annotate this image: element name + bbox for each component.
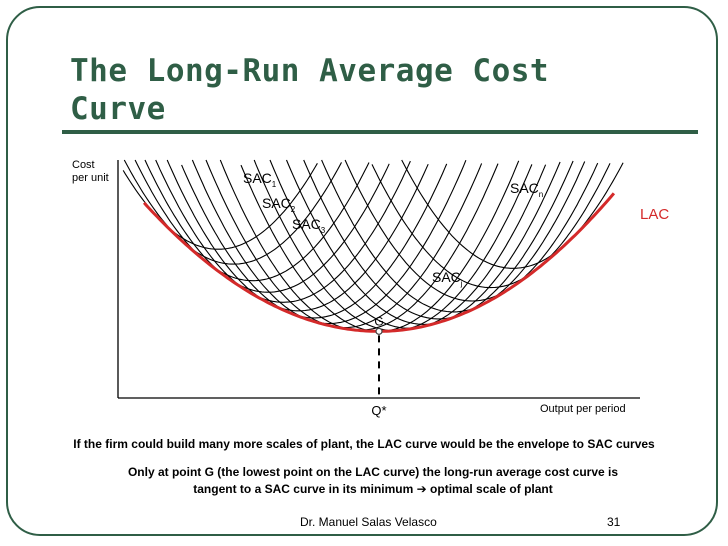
q-star-label: Q* [371,403,386,418]
title-line-2: Curve [70,91,166,127]
y-axis-label-line-1: Cost [72,159,95,171]
tangency-caption-line-1: Only at point G (the lowest point on the… [127,465,619,479]
lac-label: LAC [640,206,669,223]
sac-curve [344,159,599,302]
sacn-label: SACn [510,180,543,199]
tangency-caption: Only at point G (the lowest point on the… [78,464,668,498]
sacj-label: SACj [432,269,463,288]
sac-curve [166,159,429,312]
envelope-caption: If the firm could build many more scales… [73,437,655,451]
sac-curve [285,159,561,325]
point-g-marker [375,327,383,335]
lac-curve [142,192,616,333]
point-g-label: G [374,314,383,328]
sac-curve [253,159,533,332]
sac3-label: SAC3 [292,216,326,235]
slide-frame [6,6,718,536]
sac-curve [371,163,611,289]
sac-curve [191,159,467,325]
y-axis-label-line-2: per unit [72,172,109,184]
sac-curve [134,159,370,282]
title-underline [62,130,698,134]
author-footer: Dr. Manuel Salas Velasco [300,515,437,529]
sac-curve [181,163,448,319]
sac-curve [401,159,624,269]
sac-curve [123,159,342,265]
sac-curve [155,159,411,303]
sac1-label: SAC1 [243,170,277,189]
sac2-label: SAC2 [262,195,296,214]
tangency-caption-line-2: tangent to a SAC curve in its minimum ➔ … [193,482,553,496]
sac-curve [269,159,547,329]
arrow-right-icon: ➔ [416,482,427,496]
sac-curves [122,159,624,332]
sac-curve [144,159,390,293]
sac-curve [321,159,586,313]
sac-curve [303,159,574,320]
x-axis-label: Output per period [540,403,626,415]
page-number: 31 [607,515,621,529]
slide-title: The Long-Run Average Cost Curve [70,52,630,128]
title-line-1: The Long-Run Average Cost [70,53,550,89]
